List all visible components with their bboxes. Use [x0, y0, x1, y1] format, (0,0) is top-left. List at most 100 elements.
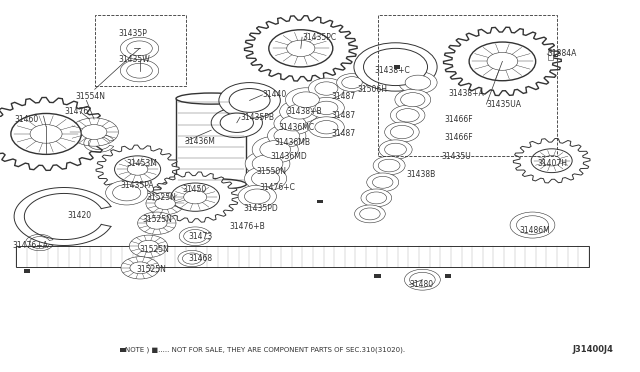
Circle shape — [543, 155, 561, 166]
Text: NOTE ) ■..... NOT FOR SALE, THEY ARE COMPONENT PARTS OF SEC.310(31020).: NOTE ) ■..... NOT FOR SALE, THEY ARE COM… — [125, 346, 405, 353]
Circle shape — [487, 52, 518, 70]
Circle shape — [173, 185, 217, 210]
Text: 31435PD: 31435PD — [243, 204, 278, 213]
Circle shape — [390, 125, 413, 139]
Text: 31466F: 31466F — [445, 115, 474, 124]
Text: 31487: 31487 — [332, 111, 356, 120]
Bar — [95, 15, 186, 86]
Text: 31486M: 31486M — [520, 226, 550, 235]
Circle shape — [373, 156, 405, 175]
Circle shape — [81, 125, 107, 140]
Circle shape — [120, 60, 159, 82]
Text: 31438+A: 31438+A — [448, 89, 484, 97]
Circle shape — [238, 185, 276, 208]
Circle shape — [147, 217, 167, 229]
Circle shape — [274, 112, 312, 135]
Circle shape — [361, 189, 392, 207]
Circle shape — [342, 77, 362, 89]
Circle shape — [229, 89, 270, 112]
Bar — [317, 200, 323, 203]
Polygon shape — [152, 172, 239, 222]
Text: 31435PC: 31435PC — [302, 33, 336, 42]
Circle shape — [315, 101, 338, 115]
Bar — [445, 274, 451, 278]
Text: 31435PB: 31435PB — [240, 113, 274, 122]
Circle shape — [130, 262, 150, 274]
Circle shape — [308, 97, 344, 118]
Circle shape — [405, 75, 431, 90]
Polygon shape — [444, 27, 561, 96]
Circle shape — [184, 190, 207, 204]
Circle shape — [252, 170, 280, 187]
Text: 31506H: 31506H — [357, 85, 387, 94]
Text: 31453M: 31453M — [127, 159, 157, 168]
Polygon shape — [513, 138, 590, 183]
Circle shape — [315, 121, 338, 134]
Text: 31435UA: 31435UA — [486, 100, 522, 109]
Circle shape — [269, 30, 333, 67]
Circle shape — [146, 192, 184, 215]
Text: 31440: 31440 — [262, 90, 287, 99]
Polygon shape — [0, 97, 109, 170]
Text: 31436M: 31436M — [184, 137, 215, 146]
Circle shape — [182, 253, 202, 264]
Circle shape — [308, 78, 344, 99]
Circle shape — [516, 216, 548, 234]
Circle shape — [287, 40, 315, 57]
Text: 31435PA: 31435PA — [120, 182, 154, 190]
Circle shape — [274, 128, 300, 143]
Circle shape — [337, 74, 367, 92]
Text: 31476+A: 31476+A — [13, 241, 49, 250]
Text: 31550N: 31550N — [256, 167, 286, 176]
Circle shape — [127, 163, 148, 175]
Circle shape — [120, 37, 159, 60]
Circle shape — [70, 118, 118, 146]
Circle shape — [280, 116, 306, 131]
Circle shape — [155, 198, 175, 209]
Circle shape — [129, 235, 168, 257]
Bar — [16, 247, 589, 267]
Text: 31480: 31480 — [410, 280, 434, 289]
Circle shape — [531, 149, 572, 173]
Circle shape — [273, 32, 329, 65]
Polygon shape — [96, 145, 179, 193]
Text: 31468: 31468 — [189, 254, 213, 263]
Circle shape — [534, 150, 570, 171]
Circle shape — [219, 83, 280, 118]
Text: 31554N: 31554N — [76, 92, 106, 101]
Circle shape — [14, 115, 78, 153]
Text: 31384A: 31384A — [547, 49, 577, 58]
Bar — [374, 274, 381, 278]
Ellipse shape — [176, 179, 246, 190]
Circle shape — [510, 212, 555, 238]
Text: 31407H: 31407H — [538, 159, 568, 168]
Circle shape — [410, 272, 435, 287]
Circle shape — [178, 250, 206, 267]
Circle shape — [315, 82, 338, 95]
Text: J31400J4: J31400J4 — [573, 345, 614, 354]
Text: 31435W: 31435W — [118, 55, 150, 64]
Circle shape — [385, 143, 406, 156]
Circle shape — [121, 257, 159, 279]
Text: 31525N: 31525N — [146, 193, 176, 202]
Text: 31438+B: 31438+B — [287, 107, 323, 116]
Text: 31435P: 31435P — [118, 29, 147, 38]
Ellipse shape — [176, 93, 246, 104]
Text: 31525N: 31525N — [143, 215, 173, 224]
Circle shape — [285, 88, 326, 112]
Circle shape — [390, 105, 425, 125]
Circle shape — [260, 141, 291, 158]
Bar — [548, 51, 553, 60]
Circle shape — [127, 41, 152, 56]
Circle shape — [355, 205, 385, 223]
Circle shape — [244, 189, 270, 204]
Circle shape — [115, 156, 161, 183]
Circle shape — [372, 176, 393, 188]
Text: 31436MD: 31436MD — [270, 152, 307, 161]
Circle shape — [30, 125, 62, 143]
Circle shape — [378, 159, 400, 172]
Circle shape — [385, 122, 419, 142]
Circle shape — [127, 63, 152, 78]
Circle shape — [367, 173, 399, 192]
Circle shape — [469, 42, 536, 81]
